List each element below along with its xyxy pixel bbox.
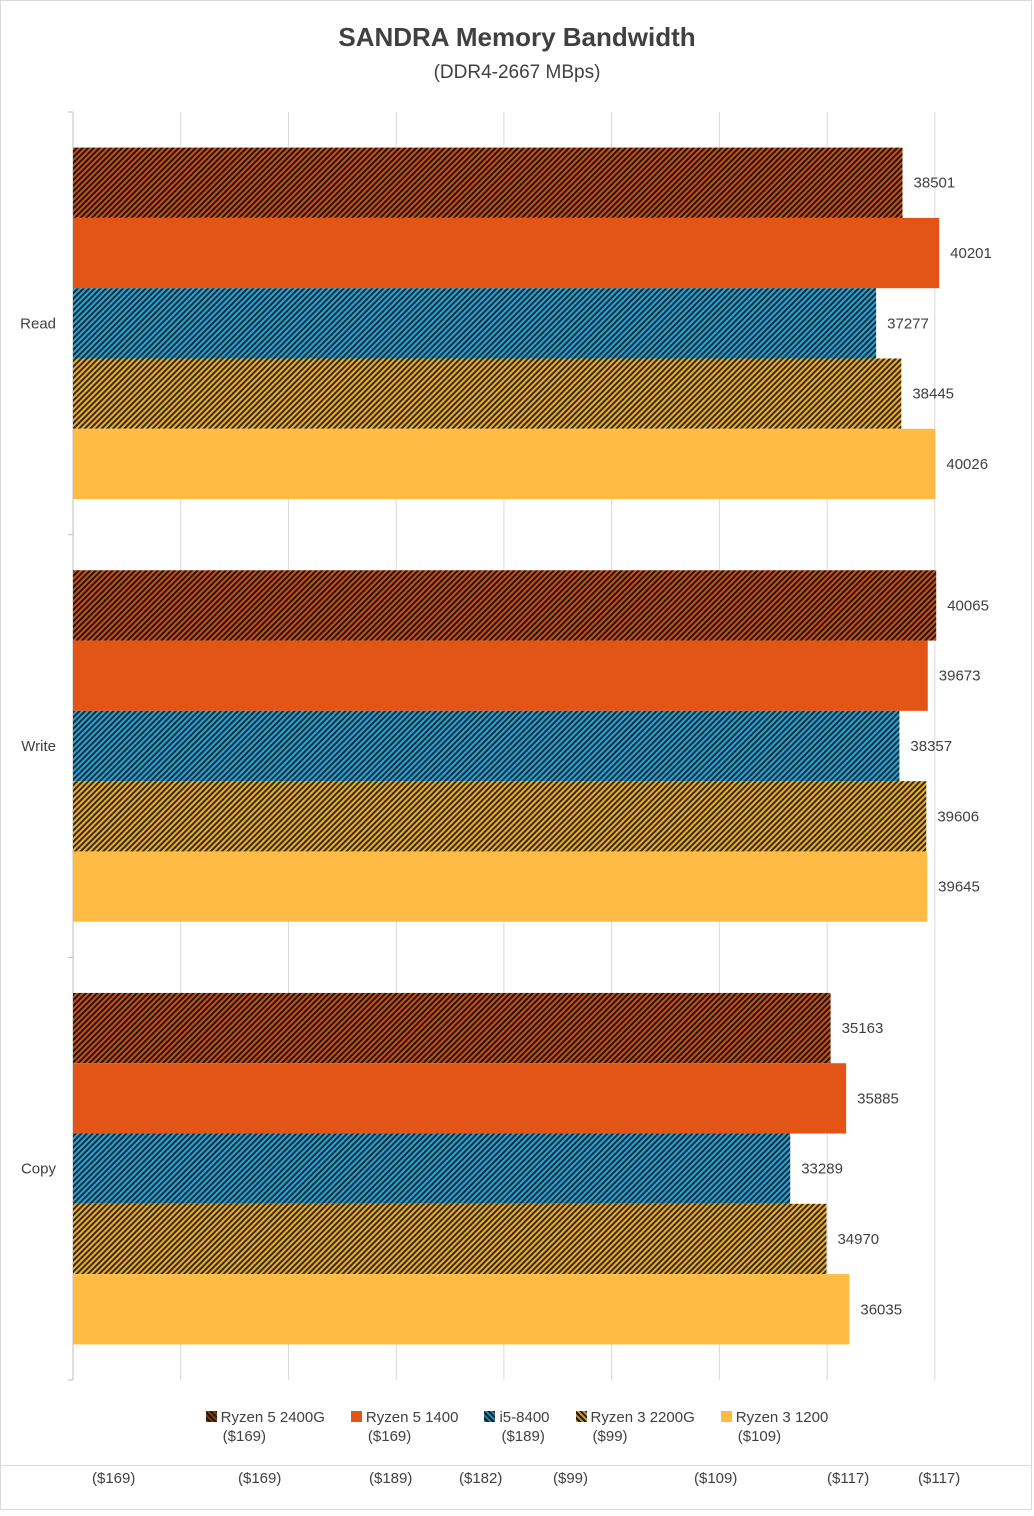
data-label-read-ryzen-5-2400g: 38501 <box>914 175 956 192</box>
bottom-price-8: ($117) <box>918 1470 961 1487</box>
data-label-copy-ryzen-3-2200g: 34970 <box>837 1231 879 1248</box>
legend-swatch <box>350 1411 362 1422</box>
price-strip <box>0 1466 1032 1510</box>
chart-title: SANDRA Memory Bandwidth <box>338 22 696 52</box>
data-label-read-i5-8400: 37277 <box>887 315 929 332</box>
legend-price: ($109) <box>737 1428 782 1445</box>
bottom-price-7: ($117) <box>827 1470 870 1487</box>
bar-copy-ryzen-5-1400 <box>73 1063 847 1134</box>
data-label-copy-ryzen-5-2400g: 35163 <box>842 1020 884 1037</box>
bar-copy-i5-8400 <box>73 1133 791 1204</box>
legend-swatch <box>575 1411 587 1422</box>
legend-price: ($189) <box>501 1428 545 1445</box>
legend: Ryzen 5 2400G ($169) Ryzen 5 1400 ($169) i5-… <box>0 1408 1034 1446</box>
legend-label: i5-8400 <box>499 1409 550 1426</box>
legend-label: Ryzen 5 1400 <box>365 1409 459 1426</box>
data-label-read-ryzen-3-2200g: 38445 <box>912 386 954 403</box>
category-label-read: Read <box>20 315 56 332</box>
legend-swatch <box>205 1411 217 1422</box>
bars <box>73 147 940 1345</box>
bar-copy-ryzen-3-2200g <box>73 1203 827 1275</box>
category-labels: Read Write Copy <box>20 315 56 1177</box>
bar-chart-plot: 38501 40201 37277 38445 40026 40065 39673 38357… <box>20 111 992 1381</box>
legend-price: ($169) <box>367 1428 412 1445</box>
legend-label: Ryzen 3 1200 <box>735 1409 829 1426</box>
legend-item-i5-8400: i5-8400 ($189) <box>484 1408 550 1446</box>
bar-read-ryzen-3-1200 <box>73 428 936 500</box>
legend-swatch <box>720 1411 732 1422</box>
data-label-read-ryzen-3-1200: 40026 <box>946 456 988 473</box>
bar-write-ryzen-5-2400g <box>73 570 937 641</box>
legend-item-ryzen-5-1400: Ryzen 5 1400 ($169) <box>350 1408 459 1446</box>
bar-read-ryzen-5-1400 <box>73 217 940 289</box>
bar-copy-ryzen-5-2400g <box>73 992 831 1064</box>
bar-read-ryzen-3-2200g <box>73 358 902 429</box>
legend-swatch <box>484 1411 496 1422</box>
data-label-write-ryzen-3-2200g: 39606 <box>937 808 979 825</box>
bar-read-i5-8400 <box>73 288 877 359</box>
bar-write-ryzen-5-1400 <box>73 640 928 711</box>
category-label-write: Write <box>21 738 56 755</box>
category-label-copy: Copy <box>21 1161 57 1178</box>
bar-write-ryzen-3-2200g <box>73 781 927 852</box>
bottom-price-5: ($99) <box>553 1470 589 1487</box>
bottom-price-2: ($169) <box>238 1470 282 1487</box>
legend-item-ryzen-3-2200g: Ryzen 3 2200G ($99) <box>575 1408 695 1446</box>
legend-item-ryzen-3-1200: Ryzen 3 1200 ($109) <box>720 1408 829 1446</box>
data-label-write-ryzen-5-2400g: 40065 <box>947 597 989 614</box>
data-label-copy-i5-8400: 33289 <box>801 1161 843 1178</box>
data-label-write-ryzen-3-1200: 39645 <box>938 879 980 896</box>
chart-subtitle: (DDR4-2667 MBps) <box>433 62 601 83</box>
bottom-price-6: ($109) <box>694 1470 738 1487</box>
data-label-read-ryzen-5-1400: 40201 <box>950 245 992 262</box>
bar-write-ryzen-3-1200 <box>73 851 928 922</box>
bottom-price-4: ($182) <box>459 1470 503 1487</box>
legend-label: Ryzen 5 2400G <box>220 1409 325 1426</box>
legend-item-ryzen-5-2400g: Ryzen 5 2400G ($169) <box>205 1408 325 1446</box>
bar-write-i5-8400 <box>73 710 900 782</box>
bar-read-ryzen-5-2400g <box>73 147 903 218</box>
value-labels: 38501 40201 37277 38445 40026 40065 39673 38357… <box>801 175 992 1319</box>
bottom-price-3: ($189) <box>369 1470 413 1487</box>
data-label-write-i5-8400: 38357 <box>910 738 952 755</box>
legend-price: ($169) <box>222 1428 267 1445</box>
data-label-write-ryzen-5-1400: 39673 <box>939 668 981 685</box>
data-label-copy-ryzen-5-1400: 35885 <box>857 1090 899 1107</box>
bottom-price-1: ($169) <box>92 1470 136 1487</box>
legend-label: Ryzen 3 2200G <box>590 1409 695 1426</box>
bar-copy-ryzen-3-1200 <box>73 1274 850 1345</box>
data-label-copy-ryzen-3-1200: 36035 <box>860 1301 902 1318</box>
legend-price: ($99) <box>592 1428 628 1445</box>
